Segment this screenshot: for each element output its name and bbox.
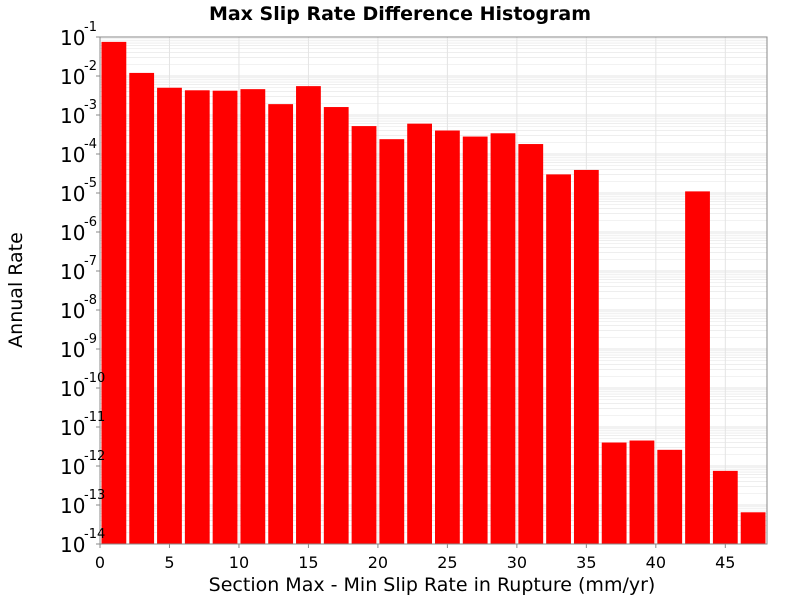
y-tick-base: 10 bbox=[60, 260, 85, 284]
bar bbox=[685, 191, 710, 544]
bar bbox=[323, 107, 349, 545]
plot-area bbox=[99, 36, 768, 545]
x-tick-label: 0 bbox=[95, 553, 105, 572]
bar bbox=[212, 90, 238, 545]
bar bbox=[240, 89, 266, 545]
y-tick-base: 10 bbox=[60, 143, 85, 167]
y-tick-label: 10-9 bbox=[60, 332, 97, 362]
y-tick-exponent: -9 bbox=[84, 332, 97, 347]
bar bbox=[407, 123, 432, 544]
bar bbox=[712, 470, 738, 544]
chart-title: Max Slip Rate Difference Histogram bbox=[209, 3, 591, 25]
y-axis-ticks: 10-110-210-310-410-510-610-710-810-910-1… bbox=[60, 20, 105, 557]
bar bbox=[129, 72, 155, 545]
y-tick-exponent: -4 bbox=[84, 137, 97, 152]
y-tick-label: 10-1 bbox=[60, 20, 97, 50]
x-axis-label: Section Max - Min Slip Rate in Rupture (… bbox=[209, 574, 656, 596]
bar bbox=[518, 144, 544, 544]
y-tick-label: 10-3 bbox=[60, 98, 97, 128]
bar bbox=[268, 104, 294, 545]
bar bbox=[157, 87, 182, 544]
y-tick-label: 10-11 bbox=[60, 410, 105, 440]
y-tick-label: 10-8 bbox=[60, 293, 97, 323]
y-tick-base: 10 bbox=[60, 338, 85, 362]
bar bbox=[740, 512, 766, 544]
y-tick-base: 10 bbox=[60, 533, 85, 557]
x-tick-label: 30 bbox=[507, 553, 527, 572]
bar bbox=[379, 139, 405, 545]
grid-lines bbox=[99, 37, 767, 545]
y-tick-label: 10-6 bbox=[60, 215, 97, 245]
bar bbox=[351, 126, 377, 544]
y-tick-label: 10-4 bbox=[60, 137, 97, 167]
y-tick-label: 10-2 bbox=[60, 59, 97, 89]
y-tick-exponent: -11 bbox=[84, 410, 105, 425]
y-tick-exponent: -2 bbox=[84, 59, 97, 74]
x-tick-label: 40 bbox=[646, 553, 666, 572]
x-tick-label: 45 bbox=[715, 553, 735, 572]
y-tick-exponent: -6 bbox=[84, 215, 97, 230]
bar bbox=[546, 174, 571, 544]
y-tick-base: 10 bbox=[60, 455, 85, 479]
y-tick-exponent: -8 bbox=[84, 293, 97, 308]
y-tick-exponent: -3 bbox=[84, 98, 97, 113]
x-tick-label: 25 bbox=[437, 553, 457, 572]
y-tick-exponent: -5 bbox=[84, 176, 97, 191]
bar bbox=[573, 169, 599, 544]
y-tick-base: 10 bbox=[60, 299, 85, 323]
bar bbox=[435, 130, 460, 544]
y-tick-exponent: -13 bbox=[84, 488, 105, 503]
y-tick-exponent: -1 bbox=[84, 20, 97, 35]
x-axis-ticks: 0 5 10 15 20 25 30 35 40 45 bbox=[95, 544, 735, 572]
x-tick-label: 15 bbox=[298, 553, 318, 572]
y-tick-base: 10 bbox=[60, 26, 85, 50]
y-tick-label: 10-14 bbox=[60, 527, 105, 557]
bars bbox=[101, 41, 766, 545]
y-tick-base: 10 bbox=[60, 377, 85, 401]
y-tick-base: 10 bbox=[60, 182, 85, 206]
bar bbox=[296, 86, 321, 544]
bar bbox=[462, 136, 488, 544]
y-tick-base: 10 bbox=[60, 416, 85, 440]
x-tick-label: 10 bbox=[229, 553, 249, 572]
x-tick-label: 5 bbox=[164, 553, 174, 572]
x-tick-label: 20 bbox=[368, 553, 388, 572]
y-tick-label: 10-12 bbox=[60, 449, 105, 479]
bar bbox=[657, 449, 683, 544]
bar bbox=[601, 442, 627, 544]
x-tick-label: 35 bbox=[576, 553, 596, 572]
y-tick-exponent: -7 bbox=[84, 254, 97, 269]
y-tick-label: 10-10 bbox=[60, 371, 105, 401]
bar bbox=[490, 133, 516, 544]
y-tick-base: 10 bbox=[60, 104, 85, 128]
y-tick-label: 10-5 bbox=[60, 176, 97, 206]
y-axis-label: Annual Rate bbox=[5, 232, 27, 348]
y-tick-label: 10-7 bbox=[60, 254, 97, 284]
bar bbox=[184, 90, 210, 544]
bar bbox=[629, 440, 655, 544]
y-tick-base: 10 bbox=[60, 221, 85, 245]
bar bbox=[101, 41, 127, 544]
y-tick-base: 10 bbox=[60, 494, 85, 518]
y-tick-exponent: -10 bbox=[84, 371, 105, 386]
y-tick-label: 10-13 bbox=[60, 488, 105, 518]
y-tick-base: 10 bbox=[60, 65, 85, 89]
y-tick-exponent: -14 bbox=[84, 527, 105, 542]
y-tick-exponent: -12 bbox=[84, 449, 105, 464]
